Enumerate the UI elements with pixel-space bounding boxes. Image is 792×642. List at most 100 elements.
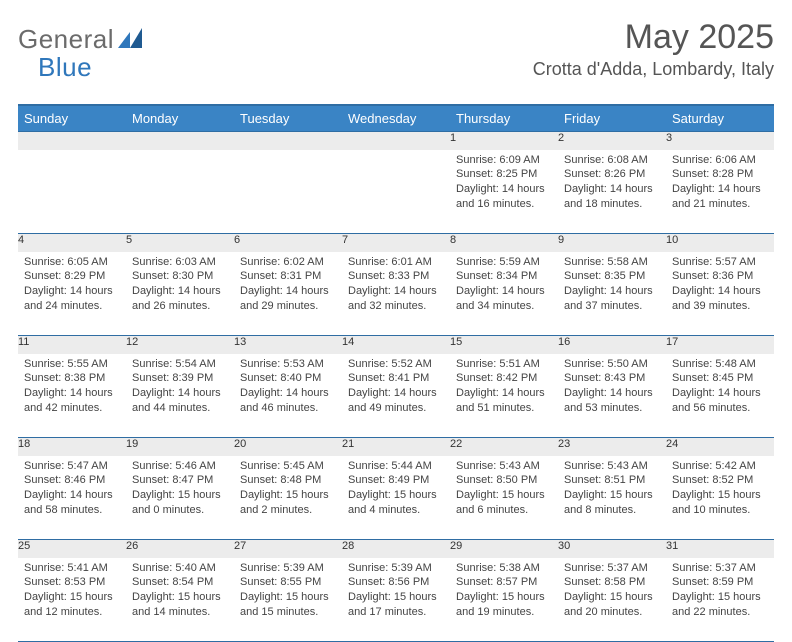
day-cell-body: Sunrise: 5:58 AMSunset: 8:35 PMDaylight:… <box>558 252 666 320</box>
sunrise-text: Sunrise: 5:51 AM <box>456 357 552 372</box>
sunset-text: Sunset: 8:59 PM <box>672 575 768 590</box>
daynum-cell: 20 <box>234 438 342 456</box>
sunset-text: Sunset: 8:26 PM <box>564 167 660 182</box>
sunset-text: Sunset: 8:35 PM <box>564 269 660 284</box>
daynum-cell: 13 <box>234 336 342 354</box>
day-cell: Sunrise: 5:43 AMSunset: 8:51 PMDaylight:… <box>558 456 666 540</box>
sunset-text: Sunset: 8:54 PM <box>132 575 228 590</box>
day-cell-body: Sunrise: 5:38 AMSunset: 8:57 PMDaylight:… <box>450 558 558 626</box>
day-cell-body <box>18 150 126 159</box>
daynum-cell: 29 <box>450 540 558 558</box>
daylight-text: Daylight: 15 hours and 19 minutes. <box>456 590 552 620</box>
daylight-text: Daylight: 14 hours and 26 minutes. <box>132 284 228 314</box>
week-4-content: Sunrise: 5:41 AMSunset: 8:53 PMDaylight:… <box>18 558 774 642</box>
daylight-text: Daylight: 15 hours and 12 minutes. <box>24 590 120 620</box>
daylight-text: Daylight: 14 hours and 37 minutes. <box>564 284 660 314</box>
daynum-cell <box>18 132 126 150</box>
daylight-text: Daylight: 15 hours and 10 minutes. <box>672 488 768 518</box>
daynum-cell: 3 <box>666 132 774 150</box>
day-cell: Sunrise: 5:43 AMSunset: 8:50 PMDaylight:… <box>450 456 558 540</box>
daynum-cell: 31 <box>666 540 774 558</box>
sunrise-text: Sunrise: 5:58 AM <box>564 255 660 270</box>
dayname-thursday: Thursday <box>450 105 558 132</box>
brand-logo: General <box>18 24 144 55</box>
dayname-wednesday: Wednesday <box>342 105 450 132</box>
daynum-cell <box>234 132 342 150</box>
sunrise-text: Sunrise: 5:40 AM <box>132 561 228 576</box>
daylight-text: Daylight: 15 hours and 20 minutes. <box>564 590 660 620</box>
calendar-body: 123Sunrise: 6:09 AMSunset: 8:25 PMDaylig… <box>18 132 774 642</box>
week-3-daynums: 18192021222324 <box>18 438 774 456</box>
daylight-text: Daylight: 15 hours and 4 minutes. <box>348 488 444 518</box>
day-cell-body: Sunrise: 5:37 AMSunset: 8:58 PMDaylight:… <box>558 558 666 626</box>
sunset-text: Sunset: 8:47 PM <box>132 473 228 488</box>
sunrise-text: Sunrise: 5:55 AM <box>24 357 120 372</box>
day-cell-body: Sunrise: 5:43 AMSunset: 8:50 PMDaylight:… <box>450 456 558 524</box>
day-cell: Sunrise: 6:01 AMSunset: 8:33 PMDaylight:… <box>342 252 450 336</box>
day-cell: Sunrise: 5:39 AMSunset: 8:55 PMDaylight:… <box>234 558 342 642</box>
dayname-tuesday: Tuesday <box>234 105 342 132</box>
daynum-cell: 21 <box>342 438 450 456</box>
sunrise-text: Sunrise: 5:41 AM <box>24 561 120 576</box>
day-cell-body <box>126 150 234 159</box>
daylight-text: Daylight: 14 hours and 56 minutes. <box>672 386 768 416</box>
day-cell: Sunrise: 5:55 AMSunset: 8:38 PMDaylight:… <box>18 354 126 438</box>
day-cell-body <box>234 150 342 159</box>
sunset-text: Sunset: 8:36 PM <box>672 269 768 284</box>
daynum-cell: 16 <box>558 336 666 354</box>
page-header: General May 2025 Crotta d'Adda, Lombardy… <box>18 18 774 80</box>
daynum-cell: 19 <box>126 438 234 456</box>
daylight-text: Daylight: 14 hours and 29 minutes. <box>240 284 336 314</box>
month-title: May 2025 <box>533 18 774 57</box>
sunset-text: Sunset: 8:40 PM <box>240 371 336 386</box>
dayname-sunday: Sunday <box>18 105 126 132</box>
day-cell: Sunrise: 5:38 AMSunset: 8:57 PMDaylight:… <box>450 558 558 642</box>
day-cell <box>342 150 450 234</box>
sunset-text: Sunset: 8:56 PM <box>348 575 444 590</box>
day-cell-body: Sunrise: 5:53 AMSunset: 8:40 PMDaylight:… <box>234 354 342 422</box>
daynum-cell: 2 <box>558 132 666 150</box>
daylight-text: Daylight: 15 hours and 14 minutes. <box>132 590 228 620</box>
daynum-cell: 24 <box>666 438 774 456</box>
daynum-cell <box>342 132 450 150</box>
day-cell-body: Sunrise: 5:52 AMSunset: 8:41 PMDaylight:… <box>342 354 450 422</box>
daylight-text: Daylight: 14 hours and 34 minutes. <box>456 284 552 314</box>
sunset-text: Sunset: 8:51 PM <box>564 473 660 488</box>
title-block: May 2025 Crotta d'Adda, Lombardy, Italy <box>533 18 774 80</box>
day-cell-body: Sunrise: 5:47 AMSunset: 8:46 PMDaylight:… <box>18 456 126 524</box>
dayname-monday: Monday <box>126 105 234 132</box>
day-cell-body: Sunrise: 5:48 AMSunset: 8:45 PMDaylight:… <box>666 354 774 422</box>
daylight-text: Daylight: 15 hours and 8 minutes. <box>564 488 660 518</box>
day-cell-body: Sunrise: 6:05 AMSunset: 8:29 PMDaylight:… <box>18 252 126 320</box>
sunrise-text: Sunrise: 5:42 AM <box>672 459 768 474</box>
day-cell: Sunrise: 6:03 AMSunset: 8:30 PMDaylight:… <box>126 252 234 336</box>
sunrise-text: Sunrise: 5:54 AM <box>132 357 228 372</box>
daylight-text: Daylight: 14 hours and 44 minutes. <box>132 386 228 416</box>
day-cell-body: Sunrise: 6:01 AMSunset: 8:33 PMDaylight:… <box>342 252 450 320</box>
sunrise-text: Sunrise: 5:59 AM <box>456 255 552 270</box>
sunset-text: Sunset: 8:43 PM <box>564 371 660 386</box>
day-cell-body: Sunrise: 5:55 AMSunset: 8:38 PMDaylight:… <box>18 354 126 422</box>
logo-flag-icon <box>118 26 142 53</box>
daylight-text: Daylight: 14 hours and 53 minutes. <box>564 386 660 416</box>
sunset-text: Sunset: 8:38 PM <box>24 371 120 386</box>
daylight-text: Daylight: 15 hours and 0 minutes. <box>132 488 228 518</box>
sunset-text: Sunset: 8:34 PM <box>456 269 552 284</box>
sunset-text: Sunset: 8:30 PM <box>132 269 228 284</box>
sunset-text: Sunset: 8:46 PM <box>24 473 120 488</box>
day-cell: Sunrise: 5:41 AMSunset: 8:53 PMDaylight:… <box>18 558 126 642</box>
day-cell: Sunrise: 6:08 AMSunset: 8:26 PMDaylight:… <box>558 150 666 234</box>
sunset-text: Sunset: 8:50 PM <box>456 473 552 488</box>
sunset-text: Sunset: 8:39 PM <box>132 371 228 386</box>
sunrise-text: Sunrise: 6:01 AM <box>348 255 444 270</box>
sunset-text: Sunset: 8:33 PM <box>348 269 444 284</box>
daynum-cell: 7 <box>342 234 450 252</box>
sunrise-text: Sunrise: 5:45 AM <box>240 459 336 474</box>
daynum-cell: 4 <box>18 234 126 252</box>
daylight-text: Daylight: 14 hours and 39 minutes. <box>672 284 768 314</box>
sunrise-text: Sunrise: 5:43 AM <box>456 459 552 474</box>
day-cell-body: Sunrise: 5:42 AMSunset: 8:52 PMDaylight:… <box>666 456 774 524</box>
sunset-text: Sunset: 8:48 PM <box>240 473 336 488</box>
day-cell: Sunrise: 5:59 AMSunset: 8:34 PMDaylight:… <box>450 252 558 336</box>
brand-blue: Blue <box>38 52 92 83</box>
